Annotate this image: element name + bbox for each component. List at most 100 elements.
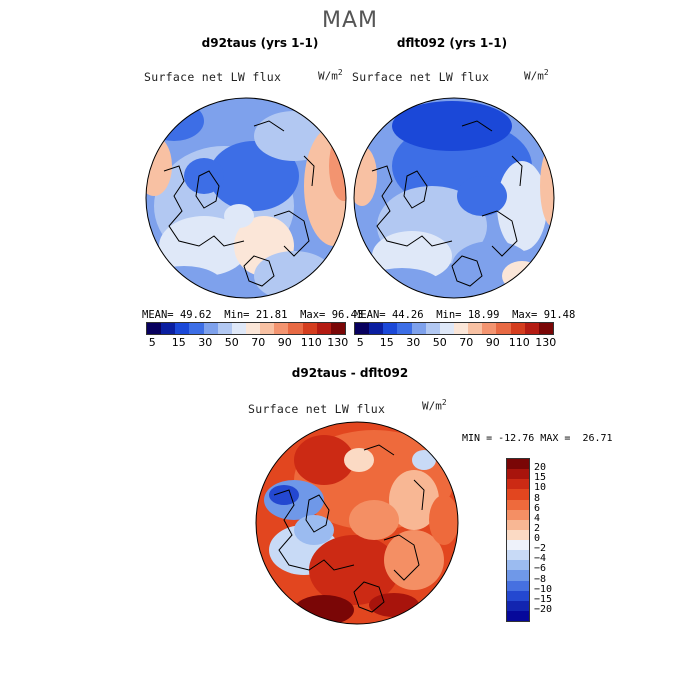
right-panel-title: dflt092 (yrs 1-1) [396,36,508,50]
colorbar-swatch [507,550,529,561]
right-mean-value: 44.26 [391,309,424,321]
colorbar-swatch [411,323,426,334]
right-colorbar [354,322,554,335]
colorbar-tick-label: 5 [148,336,156,349]
right-max-value: 91.48 [543,309,576,321]
colorbar-swatch [175,323,190,334]
colorbar-swatch [507,570,529,581]
colorbar-swatch [274,323,289,334]
colorbar-swatch [383,323,398,334]
left-panel-title: d92taus (yrs 1-1) [201,36,319,50]
colorbar-level-label: 4 [534,512,541,524]
colorbar-tick-label: 90 [277,336,292,349]
colorbar-swatch [496,323,511,334]
colorbar-tick-label: 70 [251,336,266,349]
colorbar-swatch [507,469,529,480]
left-max-value: 96.43 [331,309,364,321]
colorbar-level-label: −10 [534,583,553,595]
colorbar-tick-label: 15 [379,336,394,349]
colorbar-tick-label: 110 [508,336,530,349]
colorbar-swatch [507,529,529,540]
right-colorbar-ticks: 5 15 30 50 70 90 110 130 [347,336,559,349]
colorbar-tick-label: 30 [198,336,213,349]
colorbar-level-label: 6 [534,502,541,514]
right-units-text: W/m [524,69,544,83]
colorbar-tick-label: 130 [327,336,349,349]
right-variable-label: Surface net LW flux [352,70,490,84]
colorbar-swatch [355,323,370,334]
colorbar-swatch [231,323,246,334]
colorbar-swatch [507,489,529,500]
colorbar-swatch [330,323,345,334]
right-polar-map [353,97,555,299]
colorbar-swatch [316,323,331,334]
colorbar-tick-label: 30 [406,336,421,349]
colorbar-swatch [482,323,497,334]
colorbar-swatch [302,323,317,334]
left-mean-value: 49.62 [179,309,212,321]
colorbar-level-label: 10 [534,482,547,494]
colorbar-level-label: −2 [534,543,547,555]
colorbar-swatch [189,323,204,334]
left-units-sup: 2 [337,68,343,77]
colorbar-swatch [507,509,529,520]
colorbar-tick-label: 5 [356,336,364,349]
colorbar-swatch [397,323,412,334]
colorbar-swatch [161,323,176,334]
colorbar-swatch [538,323,553,334]
right-units-sup: 2 [543,68,549,77]
colorbar-swatch [507,590,529,601]
colorbar-swatch [507,610,529,621]
colorbar-level-label: 20 [534,462,547,474]
colorbar-tick-label: 70 [459,336,474,349]
diff-units-sup: 2 [441,398,447,407]
colorbar-tick-label: 15 [171,336,186,349]
season-title: MAM [321,8,378,33]
colorbar-swatch [507,600,529,611]
right-min-value: 18.99 [467,309,500,321]
colorbar-level-label: −20 [534,603,553,615]
left-variable-label: Surface net LW flux [144,70,282,84]
diff-max-label: MAX = [540,433,571,444]
colorbar-swatch [288,323,303,334]
colorbar-level-label: −4 [534,553,547,565]
colorbar-level-label: 15 [534,472,547,484]
left-colorbar [146,322,346,335]
colorbar-swatch [147,323,162,334]
left-units-label: W/m2 [318,68,343,83]
colorbar-swatch [510,323,525,334]
colorbar-swatch [245,323,261,334]
colorbar-swatch [507,580,529,591]
diff-polar-map [255,421,459,625]
colorbar-swatch [507,499,529,510]
left-polar-map [145,97,347,299]
diff-units-text: W/m [422,399,442,413]
left-units-text: W/m [318,69,338,83]
diff-panel-title: d92taus - dflt092 [291,366,409,380]
right-mean-label: MEAN= [354,309,386,321]
colorbar-swatch [453,323,469,334]
colorbar-swatch [369,323,384,334]
diff-colorbar-labels: 20 15 10 8 6 4 2 0 −2 −4 −6 −8 −10 −15 −20 [534,458,574,620]
right-units-label: W/m2 [524,68,549,83]
colorbar-level-label: −15 [534,593,553,605]
left-stats: MEAN= 49.62 Min= 21.81 Max= 96.43 [142,309,363,321]
left-max-label: Max= [300,309,326,321]
diff-variable-label: Surface net LW flux [248,402,386,416]
left-mean-label: MEAN= [142,309,174,321]
colorbar-tick-label: 90 [485,336,500,349]
colorbar-level-label: 8 [534,492,541,504]
diff-max-value: 26.71 [582,433,613,444]
colorbar-level-label: 0 [534,533,541,544]
colorbar-level-label: 2 [534,522,541,534]
colorbar-level-label: −8 [534,573,547,585]
colorbar-swatch [425,323,440,334]
colorbar-swatch [203,323,218,334]
colorbar-swatch [468,323,483,334]
colorbar-level-label: −6 [534,563,547,575]
left-min-value: 21.81 [255,309,288,321]
diff-stats: MIN = -12.76 MAX = 26.71 [462,433,613,444]
left-colorbar-ticks: 5 15 30 50 70 90 110 130 [139,336,351,349]
diff-min-label: MIN = [462,433,493,444]
colorbar-tick-label: 50 [224,336,239,349]
